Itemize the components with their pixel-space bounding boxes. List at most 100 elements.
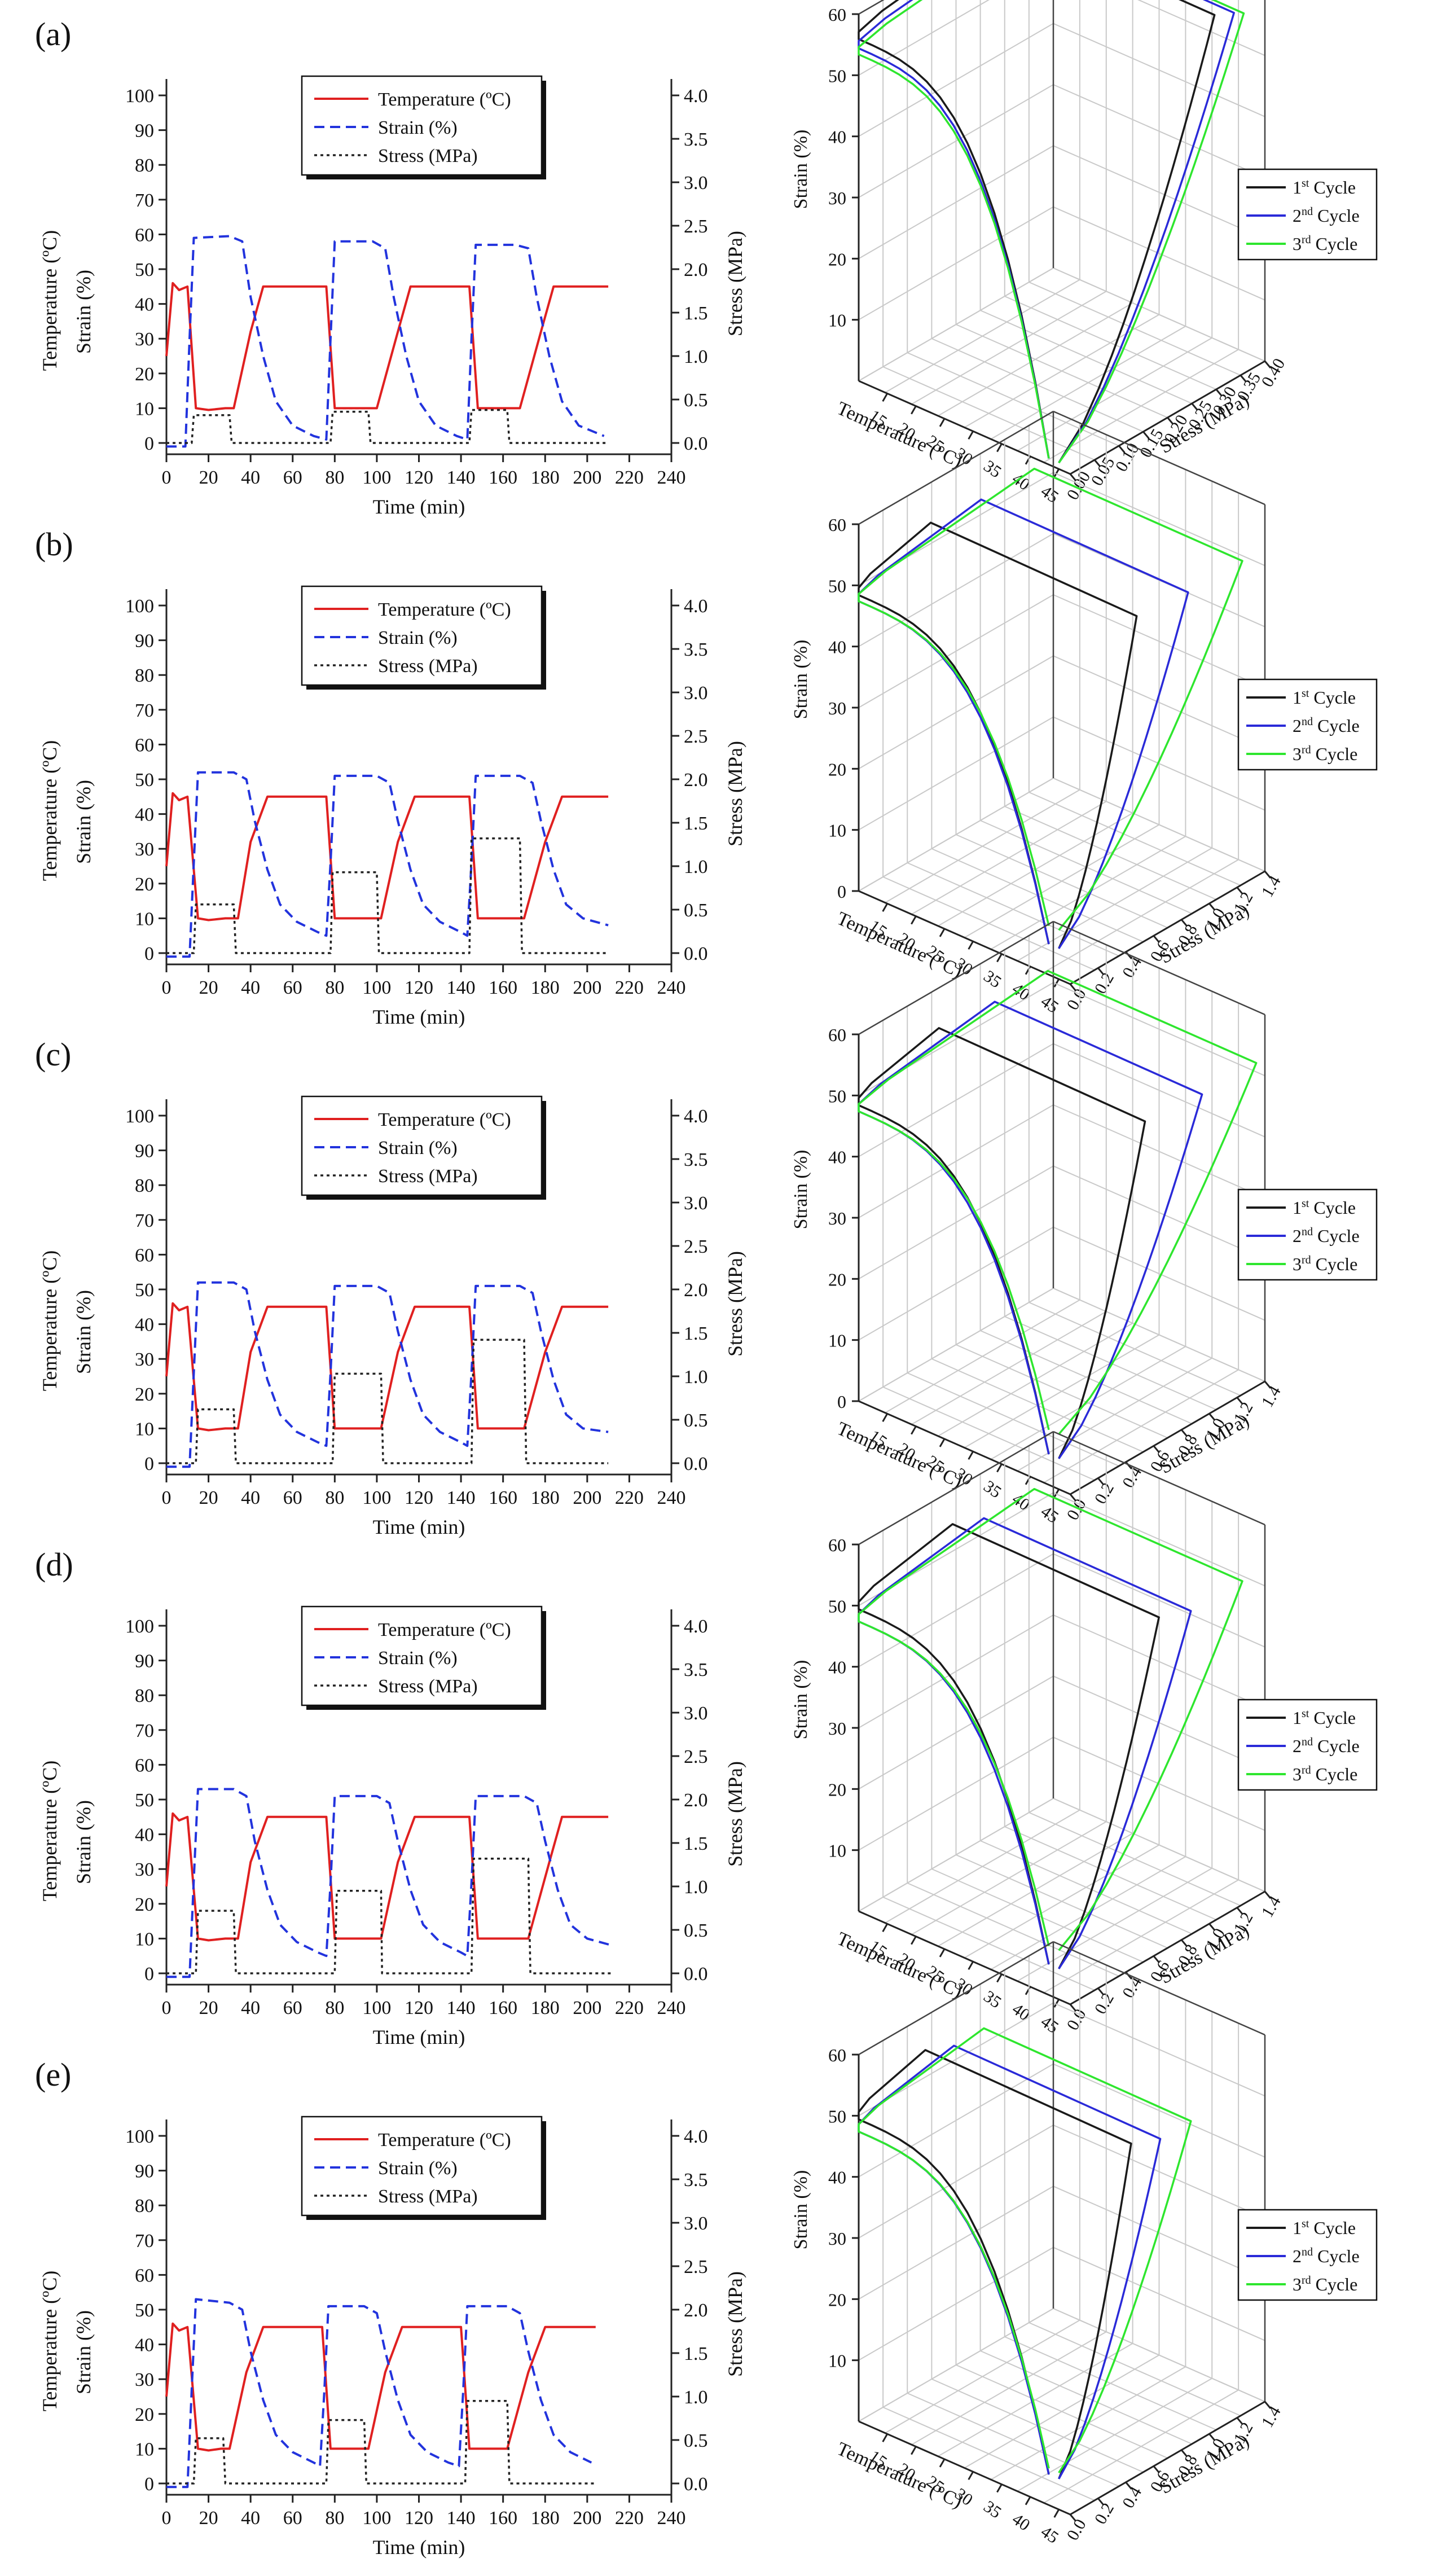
y-axis-title: Temperature (ºC) bbox=[38, 2271, 61, 2412]
x3-tick bbox=[996, 443, 1003, 453]
temperature-axis bbox=[858, 1400, 1071, 1495]
y-tick-label: 60 bbox=[135, 2265, 154, 2286]
grid-line bbox=[858, 716, 1054, 831]
y3-tick-label: 1.4 bbox=[1258, 2403, 1284, 2431]
series-line-solid bbox=[165, 2322, 596, 2452]
y-tick-label: 90 bbox=[135, 121, 154, 142]
grid-line bbox=[1053, 1553, 1265, 1648]
x3-tick-label: 35 bbox=[980, 457, 1005, 481]
grid-line bbox=[858, 655, 1054, 770]
x-tick-label: 220 bbox=[615, 1487, 644, 1508]
x-tick-label: 200 bbox=[573, 467, 601, 488]
y-tick-label: 10 bbox=[135, 909, 154, 929]
x3-tick bbox=[1053, 1999, 1060, 2008]
temperature-axis bbox=[858, 1910, 1071, 2005]
grid-line bbox=[956, 2364, 1168, 2459]
grid-line bbox=[980, 1840, 1193, 1934]
x-tick-label: 240 bbox=[657, 2508, 686, 2529]
y2-tick-label: 2.0 bbox=[684, 770, 708, 791]
x-tick-label: 40 bbox=[241, 1998, 260, 2018]
x3-tick bbox=[968, 941, 974, 950]
y-tick-label: 0 bbox=[144, 1964, 154, 1985]
y3-tick bbox=[1069, 473, 1077, 481]
x-tick-label: 100 bbox=[362, 2508, 391, 2529]
y3-tick bbox=[1236, 1907, 1243, 1915]
grid-line bbox=[1029, 1302, 1241, 1396]
grid-line bbox=[938, 2343, 1133, 2457]
grid-line bbox=[1053, 2308, 1265, 2402]
y-tick-label: 0 bbox=[144, 943, 154, 964]
series-line-dashed bbox=[166, 2298, 592, 2489]
y3-tick bbox=[1208, 903, 1216, 911]
box-edge bbox=[858, 1430, 1054, 1546]
z-tick-label: 0 bbox=[837, 1392, 846, 1412]
cycle-curve-1 bbox=[858, 1523, 1160, 1969]
x-tick-label: 180 bbox=[531, 1998, 560, 2018]
grid-line bbox=[938, 302, 1133, 416]
y3-tick-label: 0.2 bbox=[1091, 2500, 1118, 2527]
y2-tick-label: 4.0 bbox=[684, 1616, 708, 1637]
legend-label: 1st Cycle bbox=[1293, 2218, 1356, 2238]
x3-tick bbox=[1053, 1489, 1060, 1498]
y3-tick bbox=[1240, 375, 1247, 383]
y3-tick bbox=[1153, 2465, 1161, 2474]
z-tick-label: 30 bbox=[828, 188, 846, 208]
y2-tick-label: 0.0 bbox=[684, 943, 708, 964]
grid-line bbox=[1053, 2125, 1265, 2219]
grid-line bbox=[858, 1165, 1054, 1280]
x-tick-label: 180 bbox=[531, 1487, 560, 1508]
grid-line bbox=[911, 291, 1107, 405]
x3-tick-label: 45 bbox=[1038, 1502, 1062, 1527]
panel-1-timeseries: (a) 0 10 20 30 40 50 60 70 80 90 100 0.0 0.5 1.0 1.5 2.0… bbox=[35, 16, 746, 518]
grid-line bbox=[858, 2186, 1054, 2300]
grid-line bbox=[1004, 1826, 1217, 1920]
y-tick-label: 90 bbox=[135, 631, 154, 652]
x3-tick bbox=[968, 1961, 974, 1970]
x-tick-label: 160 bbox=[489, 1487, 517, 1508]
y2-tick-label: 1.0 bbox=[684, 2387, 708, 2408]
legend-label: Strain (%) bbox=[378, 117, 458, 138]
grid-line bbox=[911, 1311, 1107, 1425]
y-axis-title-2: Strain (%) bbox=[72, 780, 95, 864]
z-axis-title: Strain (%) bbox=[790, 1660, 811, 1740]
grid-line bbox=[1053, 2002, 1265, 2097]
grid-line bbox=[956, 324, 1168, 418]
z-tick-label: 30 bbox=[828, 698, 846, 718]
cycle-curve-3 bbox=[858, 2027, 1192, 2474]
x3-tick bbox=[911, 1936, 917, 1945]
y3-tick bbox=[1069, 984, 1077, 991]
z-tick-label: 60 bbox=[828, 5, 846, 25]
z-tick-label: 60 bbox=[828, 1025, 846, 1045]
y2-tick-label: 2.5 bbox=[684, 216, 708, 237]
y-tick-label: 90 bbox=[135, 1141, 154, 1162]
legend-label: 3rd Cycle bbox=[1293, 234, 1357, 254]
grid-line bbox=[980, 1330, 1193, 1424]
y-tick-label: 50 bbox=[135, 260, 154, 280]
x-tick-label: 220 bbox=[615, 1998, 644, 2018]
panel-letter: (d) bbox=[35, 1546, 73, 1583]
y-tick-label: 40 bbox=[135, 295, 154, 315]
legend-label: Temperature (ºC) bbox=[378, 1620, 511, 1640]
series-line-solid bbox=[165, 792, 609, 921]
grid-line bbox=[1029, 792, 1241, 886]
panel-4-timeseries: (d) 0 10 20 30 40 50 60 70 80 90 100 0.0 0.5 1.0 1.5 2.0… bbox=[35, 1546, 746, 2048]
legend-box bbox=[301, 1605, 543, 1706]
x-tick-label: 60 bbox=[283, 2508, 302, 2529]
x3-tick-label: 45 bbox=[1038, 992, 1062, 1017]
x3-tick bbox=[911, 2446, 917, 2455]
y3-tick bbox=[1236, 887, 1243, 895]
x3-axis-title: Temperature (°C) bbox=[834, 398, 965, 472]
x-axis-title: Time (min) bbox=[373, 1006, 465, 1028]
y3-tick bbox=[1167, 417, 1174, 425]
y3-tick bbox=[1097, 2498, 1105, 2506]
y-axis-title-2: Strain (%) bbox=[72, 2310, 95, 2394]
x-axis-title: Time (min) bbox=[373, 2026, 465, 2048]
y-tick-label: 0 bbox=[144, 433, 154, 454]
grid-line bbox=[1053, 778, 1265, 872]
y2-tick-label: 4.0 bbox=[684, 1106, 708, 1127]
y2-axis-title: Stress (MPa) bbox=[724, 1251, 746, 1357]
y-tick-label: 30 bbox=[135, 329, 154, 350]
x3-tick bbox=[911, 405, 917, 415]
y3-axis-title: Stress (MPa) bbox=[1156, 1410, 1252, 1478]
